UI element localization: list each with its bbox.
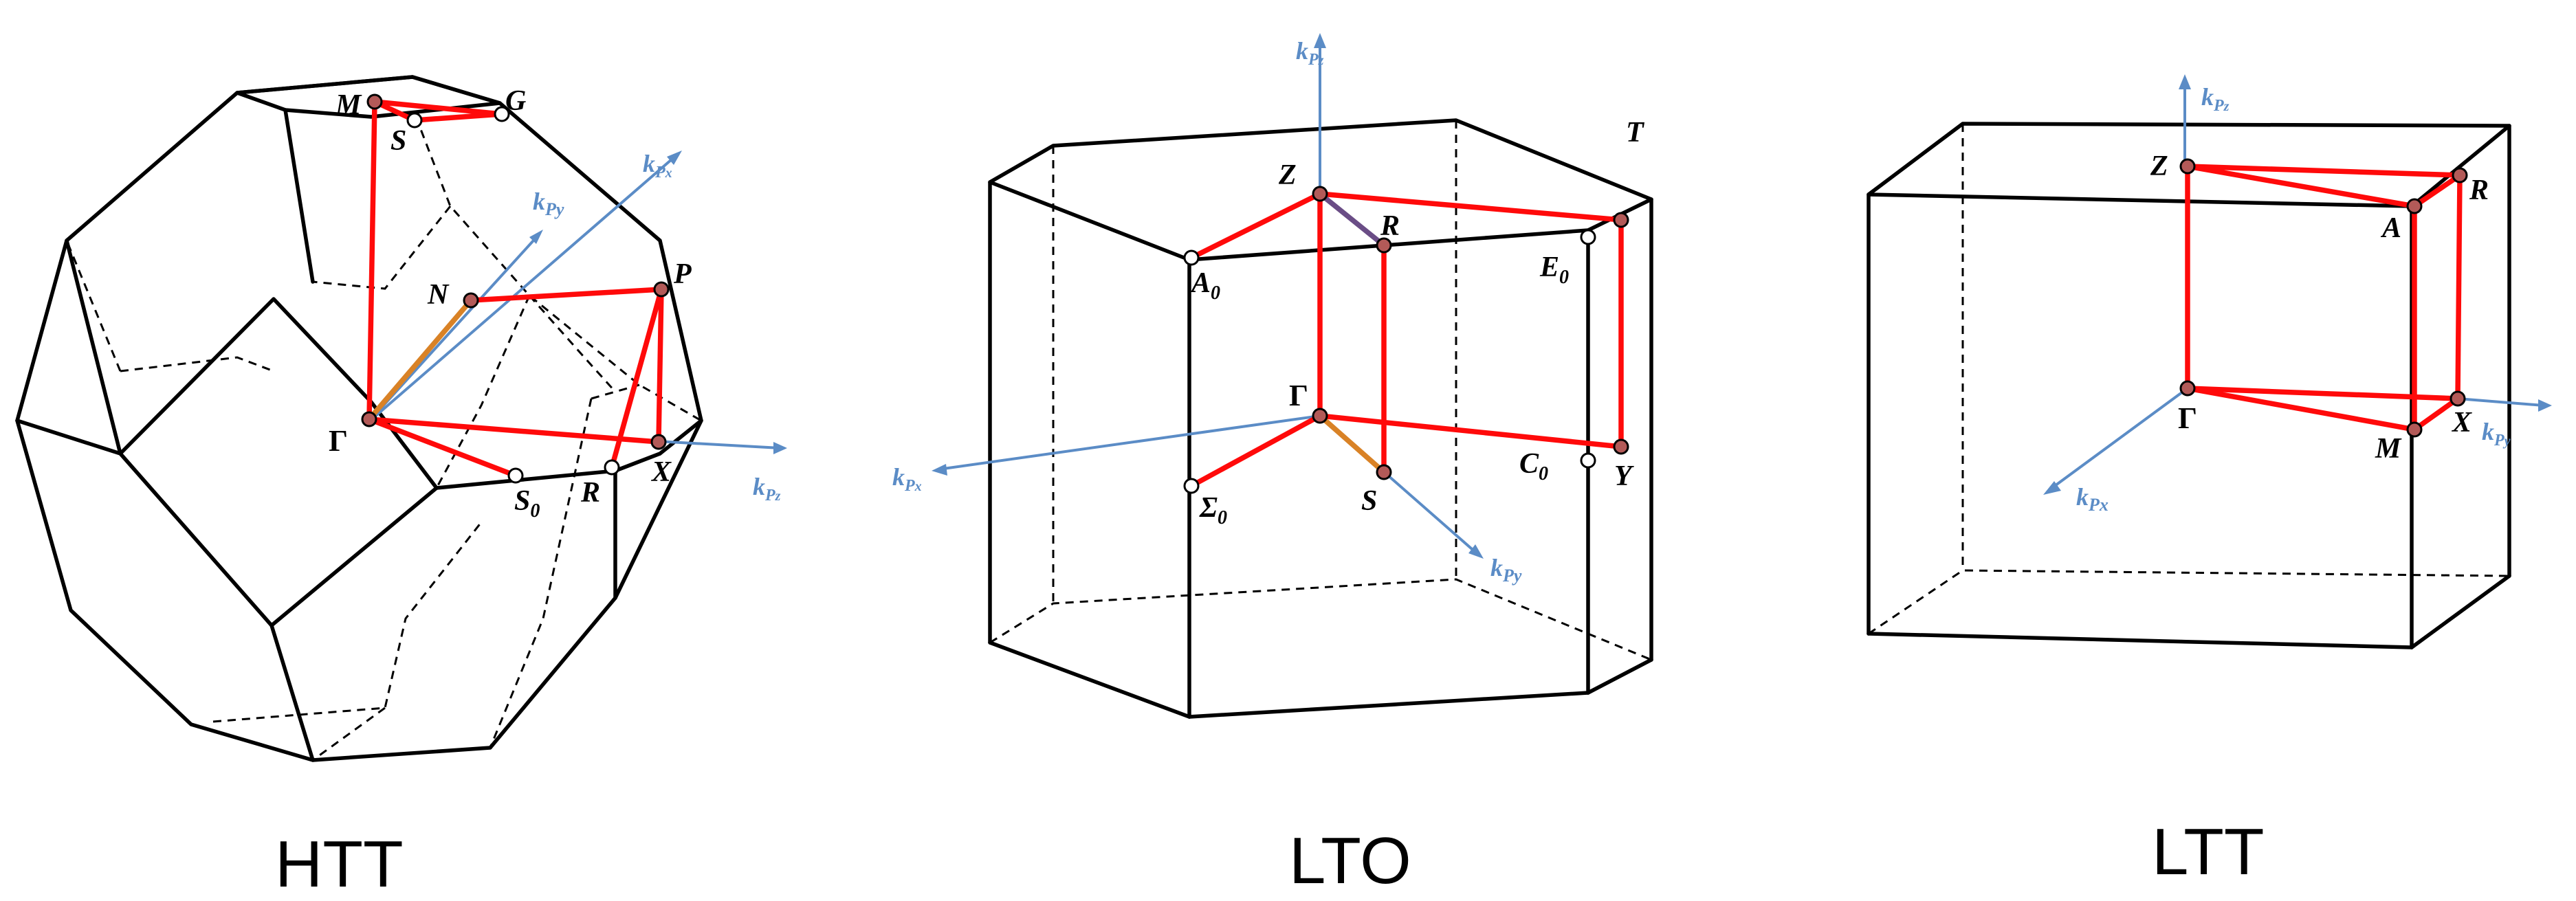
htt-solid-edges (15, 75, 703, 762)
htt-label-r: R (580, 477, 600, 509)
ltt-label-z: Z (2150, 151, 2168, 182)
htt-kpz-label: kPz (753, 473, 781, 504)
ltt-kpx-axis (2049, 387, 2189, 491)
htt-kpz-arrowhead (773, 442, 787, 454)
lto-label-z: Z (1278, 159, 1297, 191)
ltt-point-a (2406, 198, 2423, 214)
lto-point-a0 (1183, 249, 1200, 266)
ltt-panel: Z R A Γ X M kPz kPy kPx LTT (1867, 74, 2552, 889)
htt-path (366, 99, 664, 478)
htt-kpy-label: kPy (533, 188, 564, 219)
lto-label-y: Y (1614, 460, 1634, 492)
ltt-label-a: A (2380, 212, 2401, 244)
ltt-label-r: R (2469, 175, 2489, 206)
ltt-axes (2043, 74, 2552, 495)
lto-point-e0 (1580, 229, 1596, 245)
htt-label-s0: S0 (514, 485, 540, 522)
lto-point-z (1312, 186, 1328, 202)
htt-label-x: X (650, 456, 672, 488)
htt-point-s0 (507, 467, 524, 484)
htt-kpx-axis (366, 153, 679, 424)
lto-kpx-axis (938, 414, 1321, 471)
htt-kpx-arrowhead (667, 151, 682, 165)
ltt-hidden-edges (1868, 124, 2510, 635)
htt-points (361, 93, 670, 484)
ltt-point-z (2179, 158, 2196, 175)
ltt-point-r (2452, 167, 2468, 183)
htt-kpx-label: kPx (643, 150, 672, 181)
htt-kpz-axis (656, 440, 781, 449)
ltt-labels: Z R A Γ X M kPz kPy kPx (2076, 83, 2511, 515)
htt-label-g: G (505, 85, 526, 117)
htt-panel: M S G N P Γ S0 R X kPy kPx kPz HTT (15, 75, 787, 901)
lto-label-s: S (1361, 485, 1377, 517)
lto-label-r: R (1380, 210, 1400, 242)
lto-label-e0: E0 (1539, 252, 1569, 288)
htt-point-s (406, 112, 423, 129)
ltt-point-gamma (2179, 380, 2196, 397)
lto-kpz-label: kPz (1296, 37, 1324, 69)
htt-point-m (366, 93, 383, 110)
ltt-label-x: X (2451, 407, 2472, 438)
htt-point-g (494, 106, 510, 122)
lto-label-c0: C0 (1519, 448, 1548, 485)
lto-label-t: T (1626, 117, 1645, 148)
htt-point-n (463, 292, 479, 309)
ltt-kpy-label: kPy (2482, 418, 2511, 449)
lto-panel: Z R T A0 E0 Γ Σ0 S C0 Y kPz kPx kPy LTO (892, 33, 1653, 898)
htt-label-s: S (390, 125, 406, 157)
lto-kpy-label: kPy (1490, 554, 1522, 586)
htt-point-p (653, 281, 670, 298)
lto-label-sigma0: Σ0 (1199, 492, 1227, 529)
ltt-kpy-axis (2457, 397, 2544, 407)
lto-label-a0: A0 (1189, 267, 1220, 304)
ltt-label-m: M (2375, 433, 2402, 465)
ltt-caption: LTT (2152, 815, 2265, 889)
lto-path (1189, 191, 1624, 489)
lto-point-y (1613, 438, 1629, 455)
ltt-label-gamma: Γ (2178, 401, 2197, 435)
ltt-kpy-arrowhead (2538, 399, 2552, 412)
ltt-point-m (2406, 421, 2423, 438)
htt-point-gamma (361, 411, 377, 427)
lto-point-c0 (1580, 452, 1596, 469)
lto-labels: Z R T A0 E0 Γ Σ0 S C0 Y kPz kPx kPy (892, 37, 1645, 586)
lto-kpx-label: kPx (892, 463, 922, 495)
htt-point-x (650, 434, 667, 450)
lto-hidden-edges (989, 120, 1652, 661)
htt-point-r (604, 459, 620, 476)
ltt-kpx-arrowhead (2043, 481, 2061, 495)
htt-label-n: N (427, 279, 450, 311)
lto-kpz-arrowhead (1314, 33, 1326, 48)
htt-kpy-arrowhead (529, 230, 543, 244)
lto-kpx-arrowhead (932, 464, 947, 476)
lto-point-t (1613, 212, 1629, 228)
htt-label-m: M (335, 89, 362, 121)
htt-label-gamma: Γ (329, 424, 348, 458)
lto-label-gamma: Γ (1289, 379, 1308, 412)
ltt-point-x (2450, 390, 2466, 407)
lto-points (1183, 186, 1629, 494)
lto-kpy-arrowhead (1468, 544, 1484, 559)
ltt-path (2185, 164, 2463, 432)
lto-point-sigma0 (1183, 478, 1200, 494)
ltt-kpz-arrowhead (2179, 74, 2191, 89)
lto-point-gamma (1312, 408, 1328, 424)
lto-point-r (1376, 237, 1392, 254)
ltt-kpx-label: kPx (2076, 483, 2109, 515)
htt-labels: M S G N P Γ S0 R X kPy kPx kPz (329, 85, 781, 522)
lto-point-s (1376, 464, 1392, 480)
ltt-points (2179, 158, 2468, 438)
lto-caption: LTO (1289, 824, 1411, 898)
htt-label-p: P (673, 258, 692, 290)
htt-caption: HTT (275, 827, 404, 901)
ltt-kpz-label: kPz (2201, 83, 2230, 115)
